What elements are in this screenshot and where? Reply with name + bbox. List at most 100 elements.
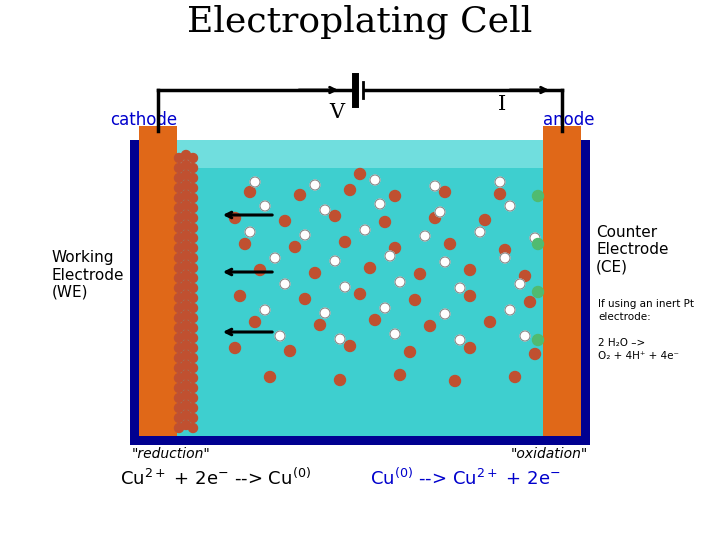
Circle shape: [495, 188, 505, 199]
Circle shape: [174, 323, 184, 333]
Circle shape: [174, 383, 184, 393]
Circle shape: [181, 300, 191, 309]
Circle shape: [189, 164, 197, 172]
Circle shape: [174, 423, 184, 433]
Circle shape: [510, 372, 521, 382]
Circle shape: [340, 282, 350, 292]
Circle shape: [189, 153, 197, 163]
Circle shape: [174, 303, 184, 313]
Circle shape: [515, 279, 525, 289]
Circle shape: [440, 257, 450, 267]
Circle shape: [390, 191, 400, 201]
Circle shape: [189, 423, 197, 433]
Circle shape: [174, 374, 184, 382]
Text: Counter
Electrode
(CE): Counter Electrode (CE): [596, 225, 668, 275]
Circle shape: [449, 375, 461, 387]
Circle shape: [420, 231, 430, 241]
Circle shape: [435, 207, 445, 217]
Circle shape: [245, 186, 256, 198]
Circle shape: [440, 309, 450, 319]
Circle shape: [335, 334, 345, 344]
Circle shape: [181, 200, 191, 210]
Circle shape: [189, 314, 197, 322]
Circle shape: [455, 283, 465, 293]
Circle shape: [181, 211, 191, 219]
Circle shape: [189, 343, 197, 353]
Circle shape: [189, 244, 197, 253]
Circle shape: [340, 237, 351, 247]
Circle shape: [344, 185, 356, 195]
Circle shape: [464, 265, 475, 275]
Circle shape: [335, 375, 346, 386]
Circle shape: [181, 321, 191, 329]
Circle shape: [181, 310, 191, 320]
Circle shape: [181, 381, 191, 389]
Circle shape: [455, 335, 465, 345]
Circle shape: [310, 267, 320, 279]
Circle shape: [275, 331, 285, 341]
Text: CuSO₄ dissolved in water: CuSO₄ dissolved in water: [256, 147, 464, 165]
Circle shape: [444, 239, 456, 249]
Circle shape: [174, 343, 184, 353]
Text: "oxidation": "oxidation": [510, 447, 588, 461]
Circle shape: [181, 160, 191, 170]
Circle shape: [439, 186, 451, 198]
Circle shape: [174, 334, 184, 342]
Circle shape: [189, 224, 197, 233]
Text: anode: anode: [543, 111, 595, 129]
Circle shape: [369, 314, 380, 326]
Circle shape: [181, 370, 191, 380]
Text: Electroplating Cell: Electroplating Cell: [187, 5, 533, 39]
Circle shape: [189, 264, 197, 273]
Circle shape: [495, 177, 505, 187]
Circle shape: [174, 244, 184, 253]
Circle shape: [475, 227, 485, 237]
Text: "reduction": "reduction": [132, 447, 211, 461]
Circle shape: [375, 199, 385, 209]
Circle shape: [500, 253, 510, 263]
Circle shape: [289, 241, 300, 253]
Circle shape: [181, 240, 191, 249]
Circle shape: [189, 374, 197, 382]
Circle shape: [181, 251, 191, 260]
Circle shape: [390, 329, 400, 339]
Circle shape: [485, 316, 495, 327]
Circle shape: [189, 354, 197, 362]
Circle shape: [235, 291, 246, 301]
Circle shape: [181, 350, 191, 360]
Circle shape: [300, 294, 310, 305]
Circle shape: [181, 361, 191, 369]
Circle shape: [464, 291, 475, 301]
Circle shape: [500, 245, 510, 255]
Circle shape: [174, 253, 184, 262]
Circle shape: [189, 394, 197, 402]
Circle shape: [430, 213, 441, 224]
Circle shape: [379, 217, 390, 227]
Circle shape: [310, 180, 320, 190]
Circle shape: [174, 184, 184, 192]
Circle shape: [181, 271, 191, 280]
Circle shape: [189, 204, 197, 213]
Circle shape: [320, 308, 330, 318]
Circle shape: [284, 346, 295, 356]
Text: Cu$^{(0)}$ --> Cu$^{2+}$ + 2e$^{-}$: Cu$^{(0)}$ --> Cu$^{2+}$ + 2e$^{-}$: [369, 468, 560, 489]
Circle shape: [505, 305, 515, 315]
Circle shape: [520, 331, 530, 341]
Circle shape: [415, 268, 426, 280]
Circle shape: [174, 314, 184, 322]
Circle shape: [174, 403, 184, 413]
Text: If using an inert Pt
electrode:

2 H₂O –>
O₂ + 4H⁺ + 4e⁻: If using an inert Pt electrode: 2 H₂O –>…: [598, 299, 694, 361]
Circle shape: [181, 191, 191, 199]
Circle shape: [270, 253, 280, 263]
Circle shape: [264, 372, 276, 382]
Circle shape: [300, 230, 310, 240]
Circle shape: [181, 341, 191, 349]
Circle shape: [181, 180, 191, 190]
Circle shape: [174, 394, 184, 402]
Text: Cu$^{2+}$ + 2e$^{-}$ --> Cu$^{(0)}$: Cu$^{2+}$ + 2e$^{-}$ --> Cu$^{(0)}$: [120, 468, 310, 489]
Circle shape: [230, 342, 240, 354]
Circle shape: [189, 253, 197, 262]
Circle shape: [181, 151, 191, 159]
Circle shape: [410, 294, 420, 306]
Circle shape: [430, 181, 440, 191]
